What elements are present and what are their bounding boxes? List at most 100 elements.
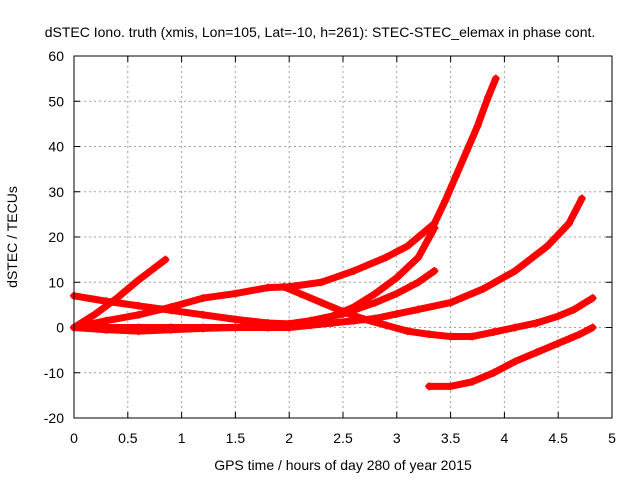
y-tick-label: 20 bbox=[48, 229, 64, 245]
data-point bbox=[554, 312, 563, 321]
y-tick-label: -20 bbox=[44, 410, 64, 426]
data-point bbox=[382, 321, 391, 330]
y-tick-label: 60 bbox=[48, 48, 64, 64]
x-tick-label: 2 bbox=[285, 430, 293, 446]
axis-ticks bbox=[73, 55, 613, 419]
y-tick-label: 50 bbox=[48, 93, 64, 109]
data-point bbox=[446, 332, 455, 341]
data-point bbox=[102, 323, 111, 332]
chart-title: dSTEC Iono. truth (xmis, Lon=105, Lat=-1… bbox=[45, 24, 596, 40]
data-point bbox=[491, 74, 500, 83]
data-point bbox=[134, 323, 143, 332]
x-tick-label: 1 bbox=[178, 430, 186, 446]
x-tick-label: 4 bbox=[501, 430, 509, 446]
data-point bbox=[371, 289, 380, 298]
data-point bbox=[199, 294, 208, 303]
data-point bbox=[425, 382, 434, 391]
data-point bbox=[392, 309, 401, 318]
x-tick-label: 1.5 bbox=[226, 430, 246, 446]
x-tick-label: 4.5 bbox=[548, 430, 568, 446]
data-point bbox=[349, 266, 358, 275]
data-point bbox=[532, 318, 541, 327]
y-tick-label: 0 bbox=[56, 320, 64, 336]
data-point bbox=[161, 255, 170, 264]
data-point bbox=[462, 147, 471, 156]
plot-frame bbox=[73, 55, 613, 419]
y-tick-label: 30 bbox=[48, 184, 64, 200]
data-point bbox=[166, 306, 175, 315]
series-arc-d bbox=[430, 74, 500, 228]
data-point bbox=[360, 315, 369, 324]
grid-lines bbox=[74, 56, 612, 418]
data-point bbox=[414, 253, 423, 262]
y-tick-label: 10 bbox=[48, 274, 64, 290]
data-point bbox=[392, 289, 401, 298]
data-point bbox=[577, 194, 586, 203]
data-point bbox=[328, 318, 337, 327]
series-line bbox=[70, 195, 586, 331]
data-point bbox=[403, 327, 412, 336]
data-point bbox=[134, 275, 143, 284]
y-tick-label: 40 bbox=[48, 139, 64, 155]
data-point bbox=[285, 323, 294, 332]
y-tick-label: -10 bbox=[44, 365, 64, 381]
data-point bbox=[231, 289, 240, 298]
data-point bbox=[446, 298, 455, 307]
data-point bbox=[564, 219, 573, 228]
x-tick-label: 2.5 bbox=[333, 430, 353, 446]
data-point bbox=[199, 310, 208, 319]
x-tick-label: 5 bbox=[608, 430, 616, 446]
series-arc-h bbox=[425, 323, 597, 391]
data-point bbox=[231, 315, 240, 324]
x-tick-label: 3.5 bbox=[441, 430, 461, 446]
data-point bbox=[489, 328, 498, 337]
data-point bbox=[295, 289, 304, 298]
data-point bbox=[263, 283, 272, 292]
x-tick-label: 0.5 bbox=[118, 430, 138, 446]
data-point bbox=[473, 122, 482, 131]
data-point bbox=[414, 278, 423, 287]
data-point bbox=[575, 330, 584, 339]
data-point bbox=[102, 297, 111, 306]
y-axis-label: dSTEC / TECUs bbox=[4, 186, 20, 288]
x-tick-label: 0 bbox=[70, 430, 78, 446]
data-point bbox=[425, 330, 434, 339]
data-point bbox=[231, 323, 240, 332]
data-point bbox=[317, 298, 326, 307]
data-point bbox=[382, 253, 391, 262]
series-line bbox=[280, 283, 597, 341]
data-point bbox=[468, 332, 477, 341]
data-point bbox=[102, 316, 111, 325]
data-point bbox=[430, 219, 439, 228]
data-point bbox=[478, 285, 487, 294]
data-point bbox=[441, 196, 450, 205]
data-point bbox=[511, 266, 520, 275]
data-point bbox=[543, 242, 552, 251]
data-point bbox=[91, 309, 100, 318]
data-point bbox=[414, 305, 423, 314]
data-point bbox=[166, 323, 175, 332]
data-point bbox=[339, 307, 347, 316]
data-point bbox=[588, 294, 597, 303]
data-point bbox=[403, 242, 412, 251]
data-series bbox=[70, 74, 597, 391]
data-point bbox=[451, 171, 460, 180]
data-point bbox=[446, 382, 455, 391]
data-point bbox=[511, 323, 520, 332]
data-point bbox=[554, 339, 563, 348]
data-point bbox=[430, 266, 439, 275]
data-point bbox=[279, 282, 288, 291]
data-point bbox=[317, 278, 326, 287]
data-point bbox=[306, 321, 315, 330]
x-tick-label: 3 bbox=[393, 430, 401, 446]
data-point bbox=[484, 92, 493, 101]
data-point bbox=[134, 310, 143, 319]
tick-labels: 0 0.5 1 1.5 2 2.5 3 3.5 4 4.5 5 -20 -10 0 10 20 30 40 50 60 bbox=[44, 48, 616, 446]
series-line bbox=[70, 267, 438, 328]
data-point bbox=[570, 305, 579, 314]
data-point bbox=[511, 357, 520, 366]
data-point bbox=[371, 298, 380, 307]
series-arc-g bbox=[279, 282, 597, 341]
data-point bbox=[588, 323, 597, 332]
